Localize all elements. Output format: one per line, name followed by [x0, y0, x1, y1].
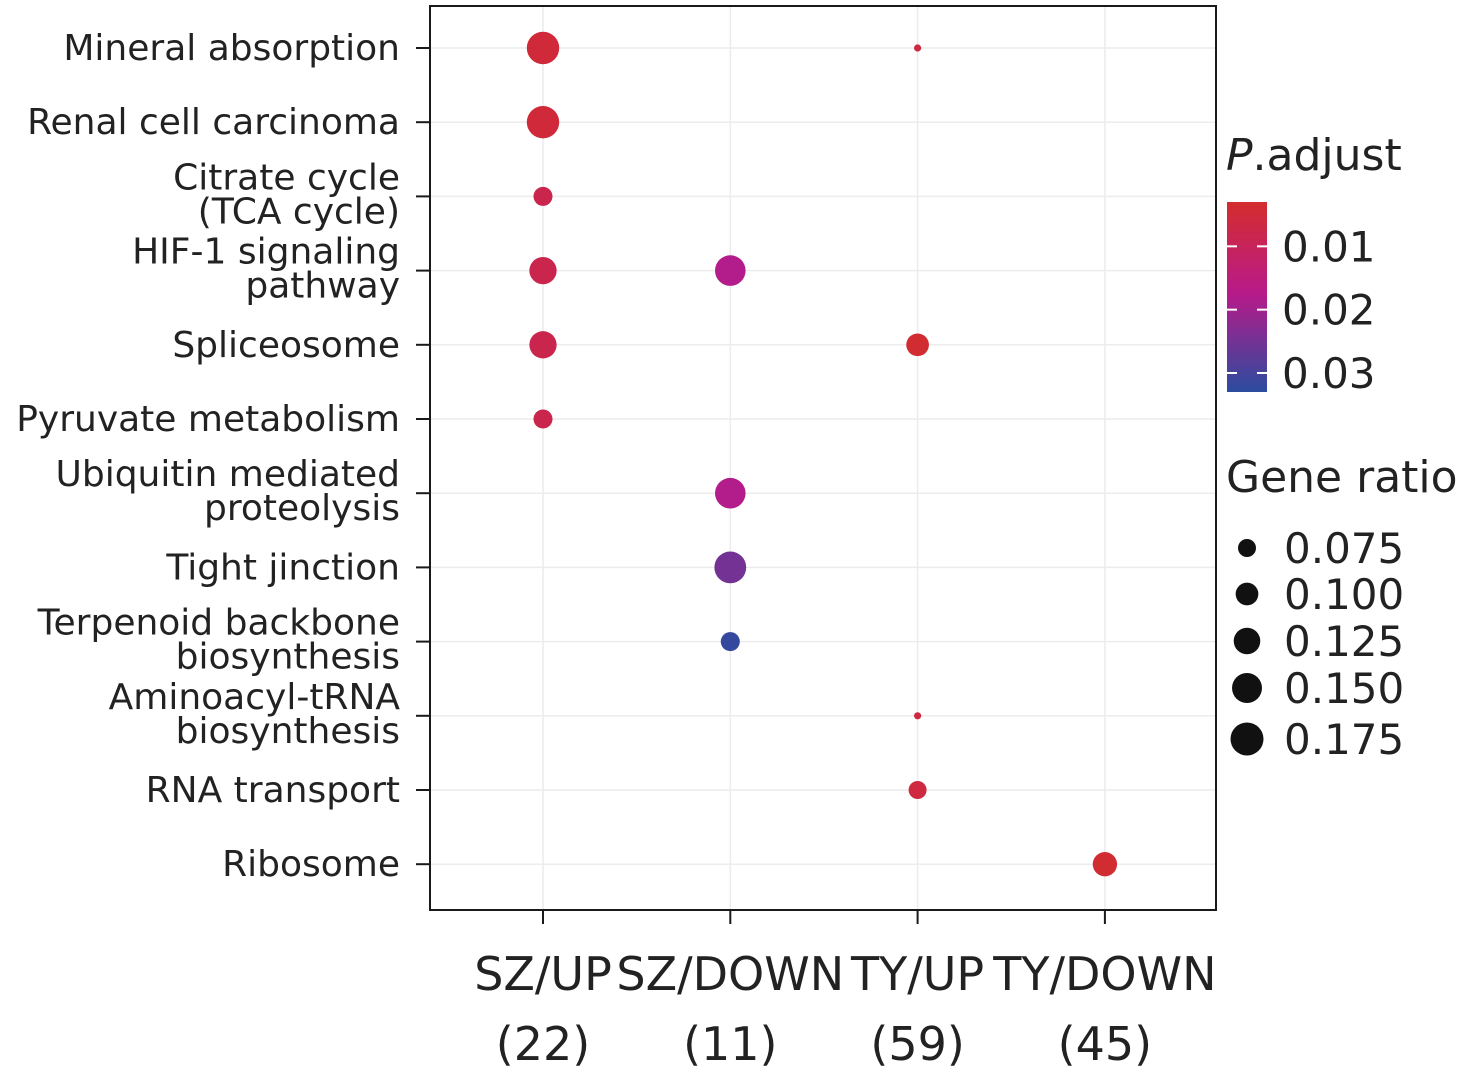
y-tick-label: proteolysis — [204, 488, 400, 529]
x-tick-label: SZ/DOWN — [616, 947, 844, 1001]
color-tick-label: 0.02 — [1282, 286, 1376, 335]
y-tick-label: biosynthesis — [176, 637, 400, 678]
color-legend-ticks: 0.01 0.02 0.03 — [1227, 222, 1376, 398]
y-axis: Mineral absorption Renal cell carcinoma Ci… — [16, 28, 430, 885]
data-point — [720, 632, 740, 652]
data-point — [1092, 852, 1118, 877]
data-point — [529, 256, 557, 285]
data-point — [533, 409, 553, 429]
plot-border — [429, 5, 1217, 911]
color-legend-title-italic: P — [1226, 130, 1253, 181]
size-legend-label: 0.150 — [1284, 664, 1404, 713]
y-tick-label: Ubiquitin mediated — [56, 454, 401, 495]
y-tick-label: HIF-1 signaling — [132, 232, 400, 273]
data-point — [906, 333, 929, 357]
y-tick-label: (TCA cycle) — [198, 191, 400, 232]
x-tick-label: (22) — [496, 1017, 590, 1071]
y-tick-label: pathway — [245, 266, 400, 307]
y-tick-label: biosynthesis — [176, 711, 400, 752]
y-tick-label: Ribosome — [222, 844, 400, 885]
plot-background — [430, 6, 1216, 910]
data-point — [714, 551, 747, 584]
data-points — [526, 31, 1118, 877]
data-point — [526, 105, 560, 139]
y-tick-label: Tight jinction — [165, 547, 400, 588]
x-tick-label: SZ/UP — [474, 947, 612, 1001]
y-tick-label: Citrate cycle — [173, 157, 400, 198]
color-legend-title-rest: .adjust — [1253, 130, 1402, 181]
x-tick-label: TY/UP — [850, 947, 984, 1001]
data-point — [914, 44, 922, 52]
color-tick-label: 0.01 — [1282, 222, 1376, 271]
size-legend-title: Gene ratio — [1226, 452, 1458, 503]
size-legend-swatch — [1238, 539, 1256, 557]
data-point — [526, 31, 560, 65]
data-point — [533, 186, 553, 206]
y-tick-label: Renal cell carcinoma — [27, 102, 400, 143]
color-legend: P.adjust 0.01 0.02 0.03 — [1226, 130, 1402, 398]
size-legend-label: 0.075 — [1284, 524, 1404, 573]
color-legend-bar — [1227, 202, 1267, 392]
y-tick-label: RNA transport — [146, 770, 400, 811]
y-tick-label: Pyruvate metabolism — [16, 399, 400, 440]
color-legend-title: P.adjust — [1226, 130, 1402, 181]
x-tick-label: TY/DOWN — [992, 947, 1216, 1001]
size-legend-swatch — [1235, 582, 1259, 606]
size-legend-swatch — [1230, 722, 1264, 756]
size-legend-label: 0.125 — [1284, 617, 1404, 666]
x-axis: SZ/UP (22) SZ/DOWN (11) TY/UP (59) TY/DOWN (45) — [474, 910, 1217, 1071]
data-point — [529, 331, 557, 359]
y-tick-label: Spliceosome — [172, 325, 400, 366]
size-legend-label: 0.175 — [1284, 715, 1404, 764]
grid-lines — [430, 6, 1216, 910]
y-tick-label: Terpenoid backbone — [37, 603, 400, 644]
data-point — [715, 255, 746, 286]
y-tick-label: Mineral absorption — [63, 28, 400, 69]
x-tick-label: (45) — [1058, 1017, 1152, 1071]
size-legend-label: 0.100 — [1284, 570, 1404, 619]
size-legend-swatch — [1232, 673, 1262, 703]
data-point — [908, 781, 927, 799]
x-tick-label: (59) — [870, 1017, 964, 1071]
color-tick-label: 0.03 — [1282, 349, 1376, 398]
data-point — [914, 712, 922, 720]
data-point — [715, 477, 746, 509]
y-tick-label: Aminoacyl-tRNA — [109, 677, 401, 718]
size-legend-swatch — [1233, 627, 1261, 655]
x-tick-label: (11) — [683, 1017, 777, 1071]
